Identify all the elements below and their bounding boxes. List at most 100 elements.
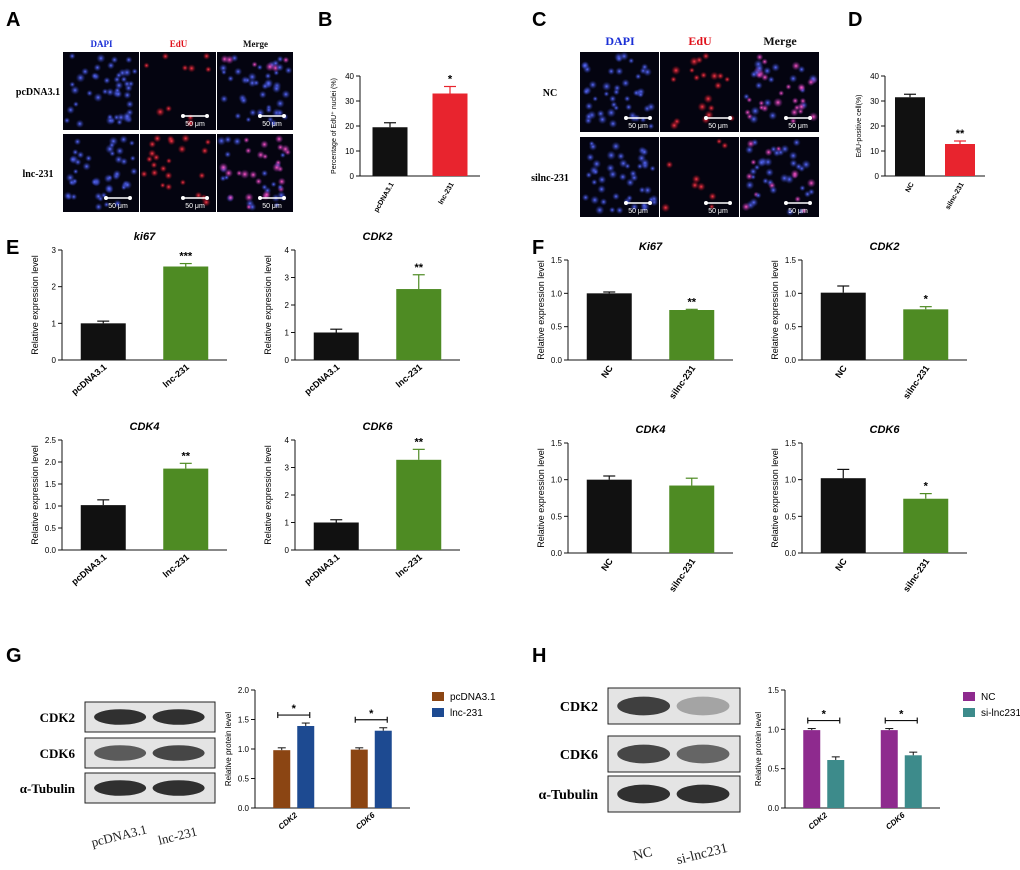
scale-bar-label: 50 μm [788, 123, 808, 130]
y-axis-label: Relative expression level [263, 445, 273, 545]
legend-label: lnc-231 [450, 708, 483, 719]
blot-lane-label: lnc-231 [156, 824, 198, 848]
y-tick-label: 1.5 [785, 439, 797, 448]
y-tick-label: 1.0 [785, 289, 797, 298]
panel-letter-F: F [532, 237, 544, 259]
bar [903, 309, 949, 360]
y-axis-label: Relative expression level [30, 445, 40, 545]
blot-band [152, 745, 205, 761]
y-tick-label: 40 [870, 72, 879, 81]
blot-band [676, 744, 730, 764]
x-tick-label: CDK6 [884, 810, 907, 831]
bar [669, 310, 715, 360]
x-tick-label: pcDNA3.1 [303, 362, 342, 397]
x-tick-label: NC [905, 182, 916, 194]
y-tick-label: 30 [345, 97, 354, 106]
bar [273, 750, 291, 808]
chart-title: Ki67 [639, 241, 663, 253]
blot-band [152, 780, 205, 796]
micro-tile: 50 μm [217, 52, 293, 130]
x-tick-label: silnc-231 [945, 181, 966, 211]
panel-letter-G: G [6, 645, 22, 667]
western-blot-H: CDK2 CDK6 α-Tubulin NC si-lnc231 [539, 687, 741, 868]
y-tick-label: 0.5 [768, 765, 780, 774]
chart-F4: 0.0 0.5 1.0 1.5 Relative expression level CDK… [770, 424, 967, 594]
bar [880, 730, 898, 808]
bar [903, 498, 949, 553]
bar [904, 755, 922, 808]
y-tick-label: 2.5 [45, 436, 57, 445]
x-tick-label: lnc-231 [161, 362, 191, 390]
bar [895, 97, 925, 176]
y-tick-label: 40 [345, 72, 354, 81]
bar [827, 760, 845, 808]
significance-mark: ** [181, 450, 190, 462]
x-tick-label: NC [599, 363, 615, 380]
western-blot-G: CDK2 CDK6 α-Tubulin pcDNA3.1 lnc-231 [20, 701, 216, 850]
y-tick-label: 0.0 [551, 356, 563, 365]
y-tick-label: 2 [285, 491, 290, 500]
y-tick-label: 0.5 [785, 512, 797, 521]
y-tick-label: 1.0 [768, 725, 780, 734]
y-tick-label: 0.5 [785, 323, 797, 332]
y-tick-label: 0.0 [785, 549, 797, 558]
x-tick-label: CDK2 [807, 810, 830, 831]
y-tick-label: 4 [285, 246, 290, 255]
micrograph-panel-C: DAPI EdU Merge NC 50 μm 50 μm 50 μm silnc-231 50… [531, 34, 819, 217]
legend: NC si-lnc231 [963, 692, 1020, 719]
panel-letter-E: E [6, 237, 19, 259]
blot-band [94, 780, 147, 796]
panel-letter-D: D [848, 9, 862, 31]
y-tick-label: 3 [285, 464, 290, 473]
bar [432, 93, 468, 176]
chart-title: CDK4 [636, 424, 666, 436]
scale-bar-label: 50 μm [262, 203, 282, 210]
y-tick-label: 0 [350, 172, 355, 181]
micro-row-label: silnc-231 [531, 173, 569, 184]
micro-tile: 50 μm [140, 133, 216, 212]
y-tick-label: 0.5 [551, 512, 563, 521]
significance-mark: ** [687, 296, 696, 308]
blot-label: CDK6 [560, 748, 598, 763]
blot-label: CDK6 [40, 746, 76, 761]
y-tick-label: 1.0 [551, 289, 563, 298]
significance-mark: * [369, 708, 374, 720]
micro-col-edu: EdU [688, 34, 712, 48]
chart-F1: 0.0 0.5 1.0 1.5 Relative expression level Ki6… [536, 241, 733, 401]
x-tick-label: silnc-231 [901, 363, 931, 400]
bar [396, 459, 442, 550]
bar [313, 332, 359, 360]
legend: pcDNA3.1 lnc-231 [432, 692, 496, 719]
panel-letter-H: H [532, 645, 546, 667]
chart-title: CDK6 [870, 424, 901, 436]
blot-band [676, 784, 730, 804]
significance-mark: * [292, 703, 297, 715]
significance-mark: * [822, 709, 827, 721]
x-tick-label: lnc-231 [161, 552, 191, 580]
blot-label: α-Tubulin [539, 788, 599, 803]
scale-bar-label: 50 μm [628, 208, 648, 215]
x-tick-label: NC [599, 556, 615, 573]
y-tick-label: 2 [52, 283, 57, 292]
blot-label: CDK2 [560, 700, 598, 715]
bar [669, 485, 715, 553]
chart-E1: 0 1 2 3 Relative expression level ki67 pcDNA3.… [30, 231, 227, 397]
bar [163, 468, 209, 550]
y-tick-label: 3 [52, 246, 57, 255]
micrograph-panel-A: DAPI EdU Merge pcDNA3.1 50 μm 50 μm lnc-231 50 … [16, 39, 293, 212]
micro-col-merge: Merge [763, 34, 797, 48]
chart-title: CDK4 [130, 421, 160, 433]
significance-mark: ** [956, 128, 965, 140]
scale-bar-label: 50 μm [108, 203, 128, 210]
significance-mark: * [924, 481, 929, 493]
y-axis-label: Relative protein level [224, 712, 233, 786]
y-tick-label: 2.0 [45, 458, 57, 467]
blot-band [676, 696, 730, 716]
y-tick-label: 0.0 [551, 549, 563, 558]
y-tick-label: 0.5 [45, 524, 57, 533]
micro-col-edu: EdU [170, 39, 188, 49]
scale-bar-label: 50 μm [788, 208, 808, 215]
blot-band [617, 744, 671, 764]
